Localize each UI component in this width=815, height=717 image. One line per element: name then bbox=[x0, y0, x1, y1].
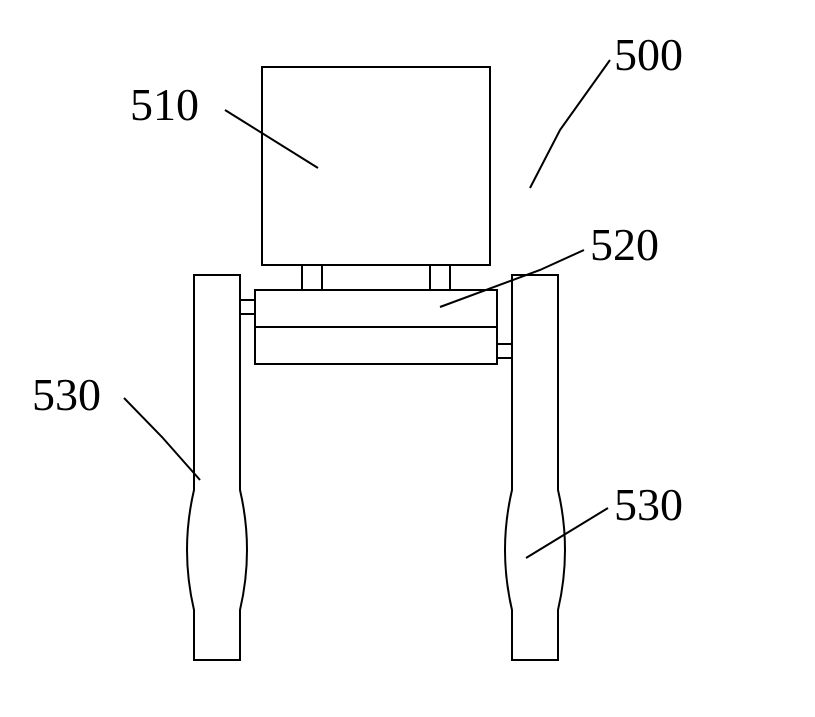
connector-right bbox=[497, 344, 512, 358]
callout-line-530-left bbox=[124, 398, 200, 480]
diagram-canvas: 500 510 520 530 530 bbox=[0, 0, 815, 717]
callout-line-530-right bbox=[526, 508, 608, 558]
stub-right bbox=[430, 265, 450, 290]
leg-right bbox=[505, 275, 565, 660]
label-520: 520 bbox=[590, 219, 659, 270]
stub-left bbox=[302, 265, 322, 290]
callout-line-500 bbox=[530, 60, 610, 188]
connector-left bbox=[240, 300, 255, 314]
label-530-left: 530 bbox=[32, 369, 101, 420]
leg-left bbox=[187, 275, 247, 660]
label-510: 510 bbox=[130, 79, 199, 130]
label-500: 500 bbox=[614, 29, 683, 80]
label-530-right: 530 bbox=[614, 479, 683, 530]
callout-line-510 bbox=[225, 110, 318, 168]
body-rect bbox=[262, 67, 490, 265]
